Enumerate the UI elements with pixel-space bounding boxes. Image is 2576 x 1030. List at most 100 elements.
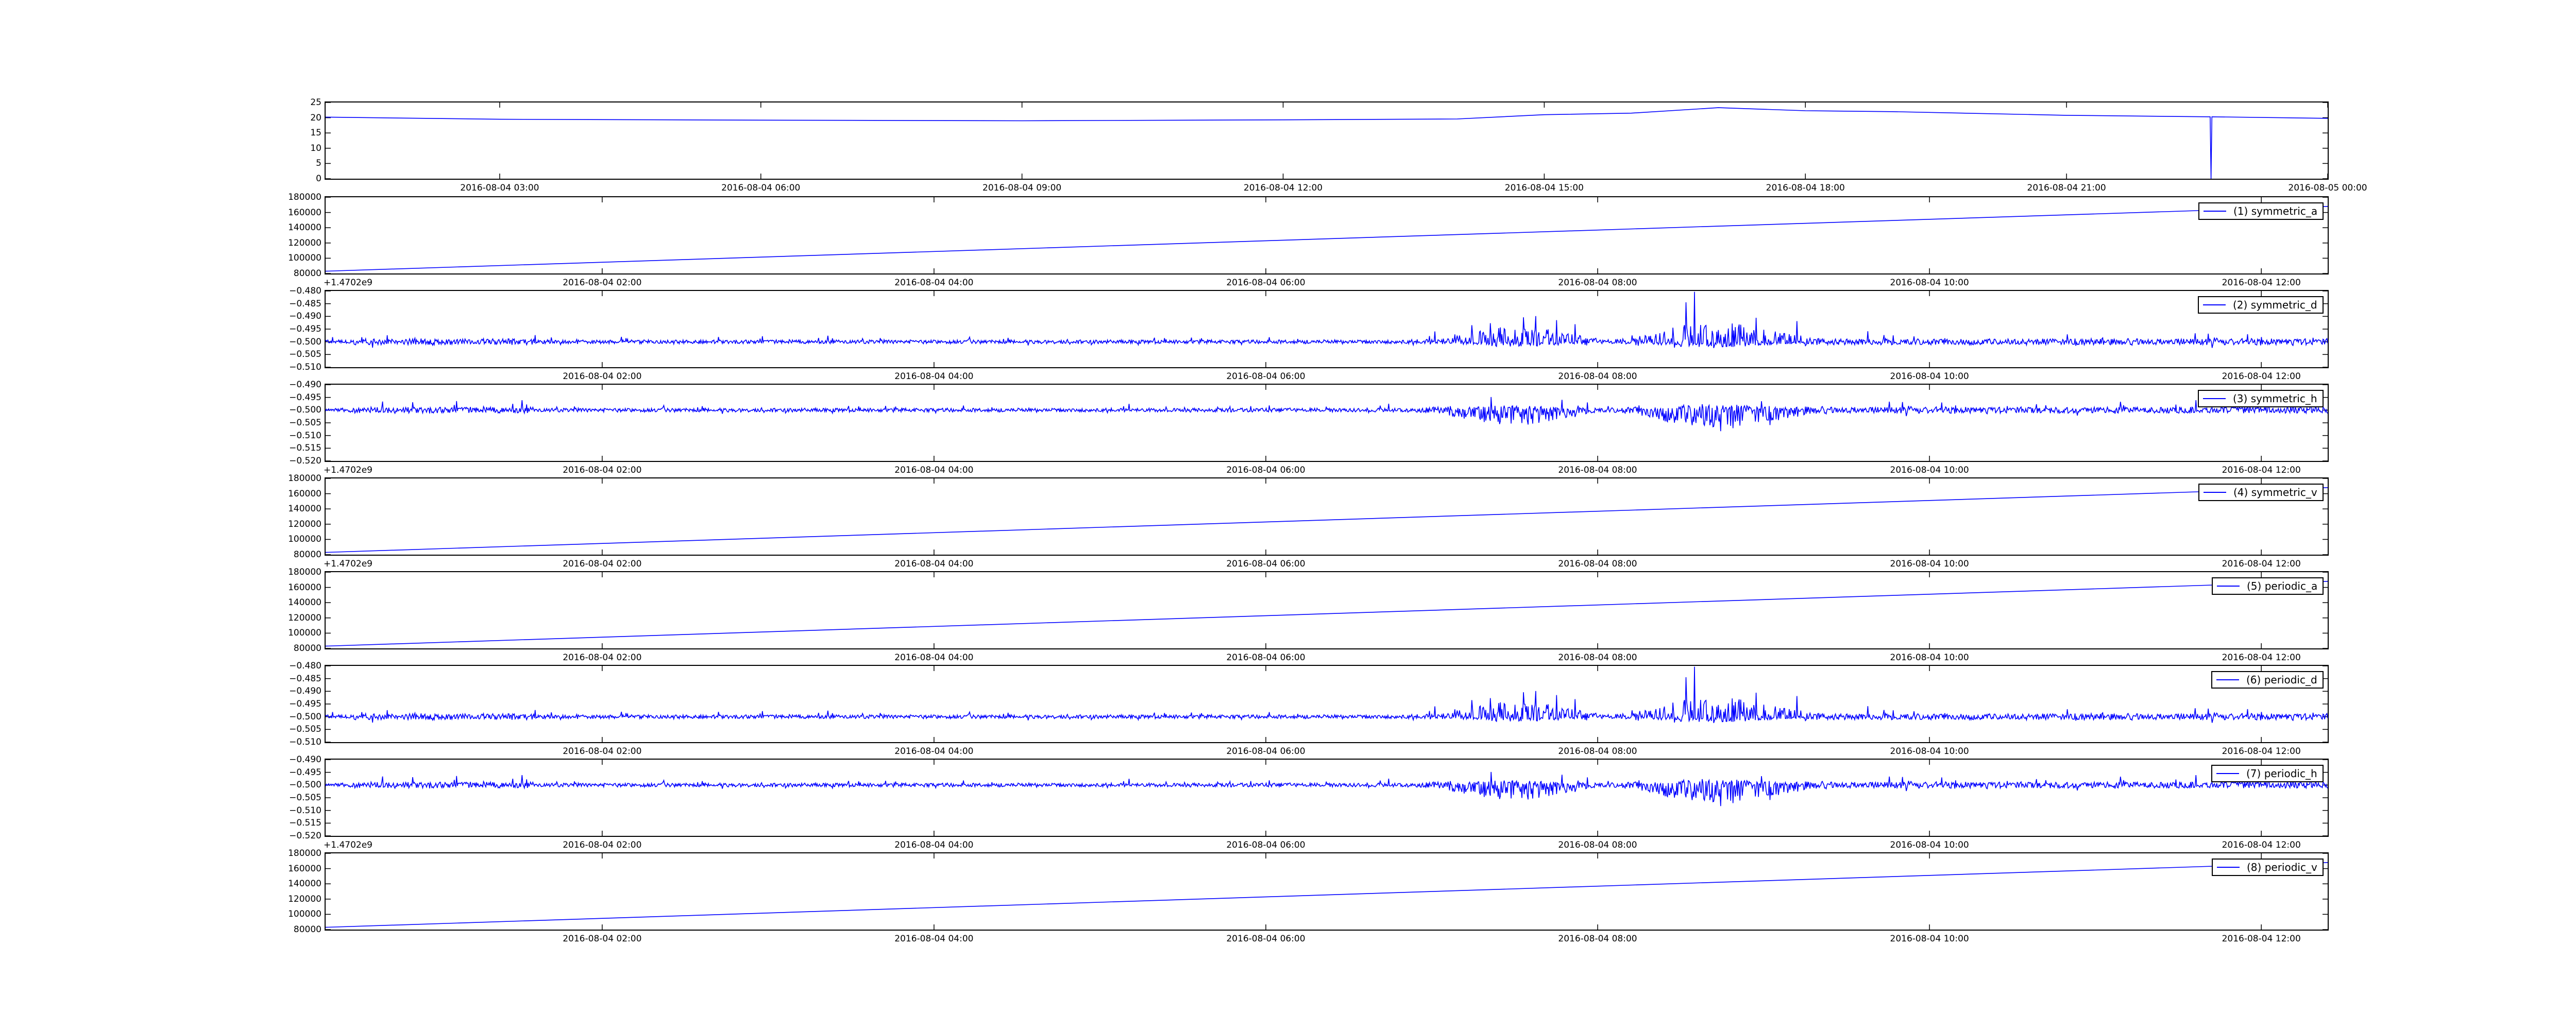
chart-panel-3 bbox=[325, 290, 2329, 368]
y-tick-label: 180000 bbox=[288, 192, 321, 202]
y-tick-label: 15 bbox=[310, 128, 321, 139]
y-tick-label: 20 bbox=[310, 112, 321, 123]
plot-area-9 bbox=[325, 853, 2328, 930]
y-tick-label: 5 bbox=[316, 158, 321, 169]
x-tick-label: 2016-08-04 04:00 bbox=[894, 840, 974, 850]
y-tick-label: −0.505 bbox=[289, 349, 321, 360]
y-tick-label: 140000 bbox=[288, 597, 321, 608]
y-tick-label: −0.500 bbox=[289, 711, 321, 722]
x-tick-label: 2016-08-04 06:00 bbox=[1226, 934, 1306, 944]
y-tick-label: −0.515 bbox=[289, 443, 321, 454]
plot-area-4 bbox=[325, 384, 2328, 461]
legend-label: (8) periodic_v bbox=[2247, 861, 2317, 873]
y-tick-label: −0.495 bbox=[289, 324, 321, 334]
y-tick-label: 160000 bbox=[288, 582, 321, 593]
x-tick-label: 2016-08-04 02:00 bbox=[563, 653, 642, 663]
x-tick-label: 2016-08-04 12:00 bbox=[2222, 934, 2301, 944]
x-tick-label: 2016-08-04 10:00 bbox=[1890, 559, 1969, 569]
plot-area-8 bbox=[325, 759, 2328, 836]
x-tick-label: 2016-08-04 10:00 bbox=[1890, 371, 1969, 382]
legend: (3) symmetric_h bbox=[2198, 390, 2324, 407]
x-tick-label: 2016-08-04 06:00 bbox=[721, 183, 801, 193]
x-tick-label: 2016-08-04 12:00 bbox=[1243, 183, 1323, 193]
x-tick-label: 2016-08-04 04:00 bbox=[894, 371, 974, 382]
x-tick-label: 2016-08-04 12:00 bbox=[2222, 746, 2301, 757]
y-tick-label: −0.510 bbox=[289, 362, 321, 372]
legend: (4) symmetric_v bbox=[2198, 484, 2324, 501]
y-tick-label: 80000 bbox=[293, 550, 321, 560]
x-tick-label: 2016-08-04 06:00 bbox=[1226, 746, 1306, 757]
x-tick-label: 2016-08-04 04:00 bbox=[894, 465, 974, 475]
y-tick-label: 180000 bbox=[288, 473, 321, 484]
y-tick-label: 80000 bbox=[293, 268, 321, 279]
y-tick-label: 160000 bbox=[288, 207, 321, 218]
x-tick-label: 2016-08-04 02:00 bbox=[563, 746, 642, 757]
series-line bbox=[325, 291, 2328, 349]
legend: (1) symmetric_a bbox=[2198, 202, 2324, 220]
chart-panel-2 bbox=[325, 196, 2329, 274]
x-tick-label: 2016-08-04 12:00 bbox=[2222, 840, 2301, 850]
y-tick-label: 80000 bbox=[293, 924, 321, 935]
x-tick-label: 2016-08-04 06:00 bbox=[1226, 278, 1306, 288]
x-tick-label: 2016-08-04 12:00 bbox=[2222, 653, 2301, 663]
y-tick-label: 0 bbox=[316, 174, 321, 184]
y-tick-label: 160000 bbox=[288, 488, 321, 499]
y-tick-label: −0.510 bbox=[289, 430, 321, 441]
x-tick-label: 2016-08-04 04:00 bbox=[894, 278, 974, 288]
series-line bbox=[325, 581, 2328, 647]
y-tick-label: −0.505 bbox=[289, 793, 321, 803]
x-tick-label: 2016-08-04 08:00 bbox=[1558, 746, 1637, 757]
y-tick-label: 120000 bbox=[288, 237, 321, 248]
x-tick-label: 2016-08-04 08:00 bbox=[1558, 465, 1637, 475]
y-tick-label: −0.505 bbox=[289, 724, 321, 735]
y-tick-label: −0.480 bbox=[289, 661, 321, 671]
x-tick-label: 2016-08-04 02:00 bbox=[563, 278, 642, 288]
x-tick-label: 2016-08-04 15:00 bbox=[1504, 183, 1584, 193]
chart-panel-9 bbox=[325, 852, 2329, 931]
x-tick-label: 2016-08-04 12:00 bbox=[2222, 559, 2301, 569]
y-tick-label: 120000 bbox=[288, 519, 321, 529]
plot-area-1 bbox=[325, 102, 2328, 179]
x-tick-label: 2016-08-04 10:00 bbox=[1890, 653, 1969, 663]
legend-line-swatch bbox=[2203, 304, 2226, 305]
y-tick-label: 140000 bbox=[288, 222, 321, 233]
y-tick-label: −0.485 bbox=[289, 298, 321, 309]
y-tick-label: 120000 bbox=[288, 612, 321, 623]
plot-area-2 bbox=[325, 197, 2328, 274]
y-tick-label: −0.490 bbox=[289, 754, 321, 765]
chart-panel-4 bbox=[325, 384, 2329, 462]
y-tick-label: −0.495 bbox=[289, 392, 321, 403]
chart-panel-6 bbox=[325, 571, 2329, 649]
legend-line-swatch bbox=[2217, 867, 2240, 868]
x-tick-label: 2016-08-04 08:00 bbox=[1558, 653, 1637, 663]
legend-label: (7) periodic_h bbox=[2246, 767, 2317, 780]
x-tick-label: 2016-08-04 06:00 bbox=[1226, 371, 1306, 382]
y-tick-label: 25 bbox=[310, 97, 321, 108]
legend: (2) symmetric_d bbox=[2198, 296, 2324, 314]
legend-label: (3) symmetric_h bbox=[2233, 392, 2317, 405]
legend-label: (1) symmetric_a bbox=[2233, 205, 2318, 217]
series-line bbox=[325, 206, 2328, 272]
x-tick-label: 2016-08-04 10:00 bbox=[1890, 278, 1969, 288]
y-tick-label: 80000 bbox=[293, 643, 321, 654]
series-line bbox=[325, 666, 2328, 724]
x-tick-label: 2016-08-04 08:00 bbox=[1558, 934, 1637, 944]
y-tick-label: −0.495 bbox=[289, 767, 321, 778]
chart-panel-8 bbox=[325, 759, 2329, 837]
y-tick-label: −0.480 bbox=[289, 286, 321, 296]
x-tick-label: 2016-08-04 04:00 bbox=[894, 746, 974, 757]
y-tick-label: −0.500 bbox=[289, 405, 321, 416]
series-line bbox=[325, 862, 2328, 928]
axis-offset-label: +1.4702e9 bbox=[324, 840, 373, 850]
legend-line-swatch bbox=[2217, 586, 2240, 587]
y-tick-label: 180000 bbox=[288, 848, 321, 859]
axis-offset-label: +1.4702e9 bbox=[324, 465, 373, 475]
chart-panel-5 bbox=[325, 477, 2329, 556]
x-tick-label: 2016-08-04 09:00 bbox=[982, 183, 1062, 193]
y-tick-label: −0.510 bbox=[289, 805, 321, 816]
x-tick-label: 2016-08-04 18:00 bbox=[1766, 183, 1845, 193]
chart-panel-7 bbox=[325, 665, 2329, 743]
x-tick-label: 2016-08-04 02:00 bbox=[563, 371, 642, 382]
axis-offset-label: +1.4702e9 bbox=[324, 559, 373, 569]
y-tick-label: −0.510 bbox=[289, 737, 321, 747]
